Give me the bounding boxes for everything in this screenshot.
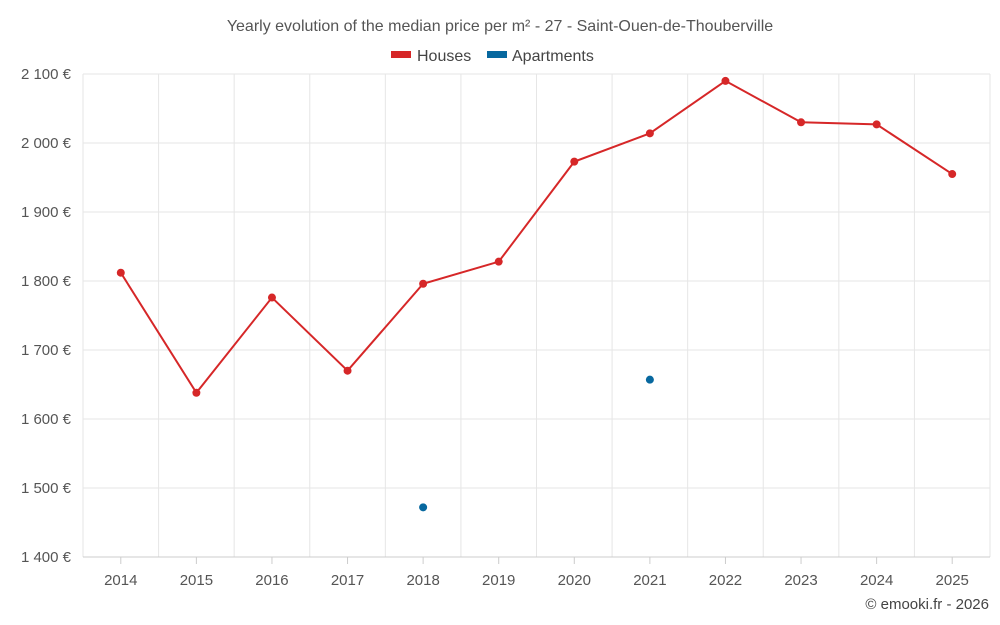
data-point-houses[interactable]	[872, 120, 881, 129]
legend-label-houses: Houses	[417, 48, 471, 65]
series-line-houses	[119, 79, 953, 395]
y-tick-label: 2 000 €	[21, 135, 72, 152]
credit-text: © emooki.fr - 2026	[865, 596, 989, 613]
data-point-houses[interactable]	[267, 293, 276, 302]
x-tick-label: 2020	[558, 572, 591, 589]
data-point-houses[interactable]	[645, 129, 654, 138]
x-tick-label: 2015	[180, 572, 213, 589]
data-point-houses[interactable]	[494, 257, 503, 266]
data-point-houses[interactable]	[192, 388, 201, 397]
data-point-houses[interactable]	[948, 170, 957, 179]
y-tick-label: 1 700 €	[21, 342, 72, 359]
legend-item-houses[interactable]: Houses	[391, 48, 471, 65]
data-point-houses[interactable]	[343, 366, 352, 375]
data-point-houses[interactable]	[419, 279, 428, 288]
data-point-houses[interactable]	[797, 118, 806, 127]
x-tick-label: 2016	[255, 572, 288, 589]
legend-item-apartments[interactable]: Apartments	[487, 48, 594, 65]
y-tick-label: 1 900 €	[21, 204, 72, 221]
x-tick-label: 2019	[482, 572, 515, 589]
legend: Houses Apartments	[391, 48, 594, 65]
y-tick-label: 1 400 €	[21, 549, 72, 566]
axes: 1 400 € 1 500 € 1 600 € 1 700 € 1 800 € 1 900…	[21, 66, 990, 589]
legend-label-apartments: Apartments	[512, 48, 594, 65]
y-tick-label: 1 600 €	[21, 411, 72, 428]
series	[116, 76, 957, 512]
chart-title: Yearly evolution of the median price per…	[227, 18, 773, 35]
data-point-apartments[interactable]	[645, 375, 654, 384]
x-tick-label: 2018	[406, 572, 439, 589]
y-tick-label: 2 100 €	[21, 66, 72, 83]
x-tick-label: 2014	[104, 572, 137, 589]
x-tick-label: 2025	[936, 572, 969, 589]
x-tick-label: 2024	[860, 572, 893, 589]
legend-swatch-houses	[391, 51, 411, 58]
data-point-houses[interactable]	[721, 76, 730, 85]
y-tick-label: 1 800 €	[21, 273, 72, 290]
y-tick-label: 1 500 €	[21, 480, 72, 497]
data-point-apartments[interactable]	[419, 503, 428, 512]
x-tick-label: 2022	[709, 572, 742, 589]
data-point-houses[interactable]	[116, 268, 125, 277]
grid	[82, 73, 991, 557]
x-tick-label: 2017	[331, 572, 364, 589]
legend-swatch-apartments	[487, 51, 507, 58]
data-point-houses[interactable]	[570, 157, 579, 166]
x-tick-label: 2021	[633, 572, 666, 589]
x-tick-label: 2023	[784, 572, 817, 589]
